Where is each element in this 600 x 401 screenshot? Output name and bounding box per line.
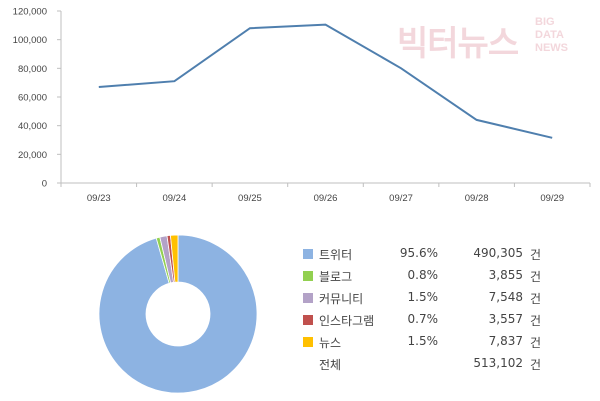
legend-unit: 건 bbox=[530, 248, 542, 262]
x-tick-label: 09/28 bbox=[465, 193, 489, 204]
y-tick-label: 80,000 bbox=[18, 64, 47, 75]
legend-unit: 건 bbox=[530, 292, 542, 306]
legend-label: 커뮤니티 bbox=[319, 292, 364, 306]
legend-total-label: 전체 bbox=[319, 358, 342, 372]
channel-share-donut-chart bbox=[98, 234, 258, 394]
legend-count: 7,548 bbox=[488, 290, 523, 304]
y-tick-label: 0 bbox=[42, 179, 47, 190]
y-tick-label: 40,000 bbox=[18, 121, 47, 132]
daily-mentions-line-chart: 020,00040,00060,00080,000100,000120,000 … bbox=[13, 7, 591, 204]
y-tick-label: 60,000 bbox=[18, 93, 47, 104]
legend-total-count: 513,102 bbox=[473, 356, 523, 370]
legend-item: 트위터 95.6% 490,305 건 bbox=[303, 244, 593, 266]
x-tick-label: 09/24 bbox=[162, 193, 186, 204]
legend-swatch bbox=[303, 315, 313, 325]
legend-item: 블로그 0.8% 3,855 건 bbox=[303, 266, 593, 288]
donut-slice bbox=[169, 234, 179, 283]
legend-label: 블로그 bbox=[319, 270, 353, 284]
legend-count: 490,305 bbox=[473, 246, 523, 260]
legend-label: 뉴스 bbox=[319, 336, 342, 350]
legend-item: 커뮤니티 1.5% 7,548 건 bbox=[303, 288, 593, 310]
legend-unit: 건 bbox=[530, 358, 542, 372]
legend-percent: 1.5% bbox=[407, 290, 439, 304]
legend-unit: 건 bbox=[530, 314, 542, 328]
y-tick-label: 100,000 bbox=[13, 35, 47, 46]
legend-unit: 건 bbox=[530, 270, 542, 284]
x-tick-label: 09/29 bbox=[540, 193, 564, 204]
legend-item: 뉴스 1.5% 7,837 건 bbox=[303, 332, 593, 354]
legend-percent: 0.8% bbox=[407, 268, 439, 282]
y-tick-label: 120,000 bbox=[13, 7, 47, 18]
legend-item: 인스타그램 0.7% 3,557 건 bbox=[303, 310, 593, 332]
legend-swatch bbox=[303, 293, 313, 303]
legend-percent: 0.7% bbox=[407, 312, 439, 326]
series-line bbox=[98, 23, 553, 139]
legend-label: 인스타그램 bbox=[319, 314, 375, 328]
legend-swatch bbox=[303, 249, 313, 259]
legend-swatch bbox=[303, 337, 313, 347]
legend-count: 3,557 bbox=[488, 312, 523, 326]
legend-unit: 건 bbox=[530, 336, 542, 350]
x-tick-label: 09/23 bbox=[87, 193, 111, 204]
x-tick-label: 09/26 bbox=[314, 193, 338, 204]
legend-percent: 95.6% bbox=[399, 246, 438, 260]
legend-total-row: 전체 513,102 건 bbox=[303, 354, 593, 376]
legend-label: 트위터 bbox=[319, 248, 353, 262]
legend-count: 7,837 bbox=[488, 334, 523, 348]
y-tick-label: 20,000 bbox=[18, 150, 47, 161]
donut-slice bbox=[98, 234, 258, 394]
legend-percent: 1.5% bbox=[407, 334, 439, 348]
x-tick-label: 09/27 bbox=[389, 193, 413, 204]
x-tick-label: 09/25 bbox=[238, 193, 262, 204]
donut-legend: 트위터 95.6% 490,305 건 블로그 0.8% 3,855 건 커뮤니… bbox=[303, 244, 593, 376]
legend-swatch bbox=[303, 271, 313, 281]
legend-count: 3,855 bbox=[488, 268, 523, 282]
